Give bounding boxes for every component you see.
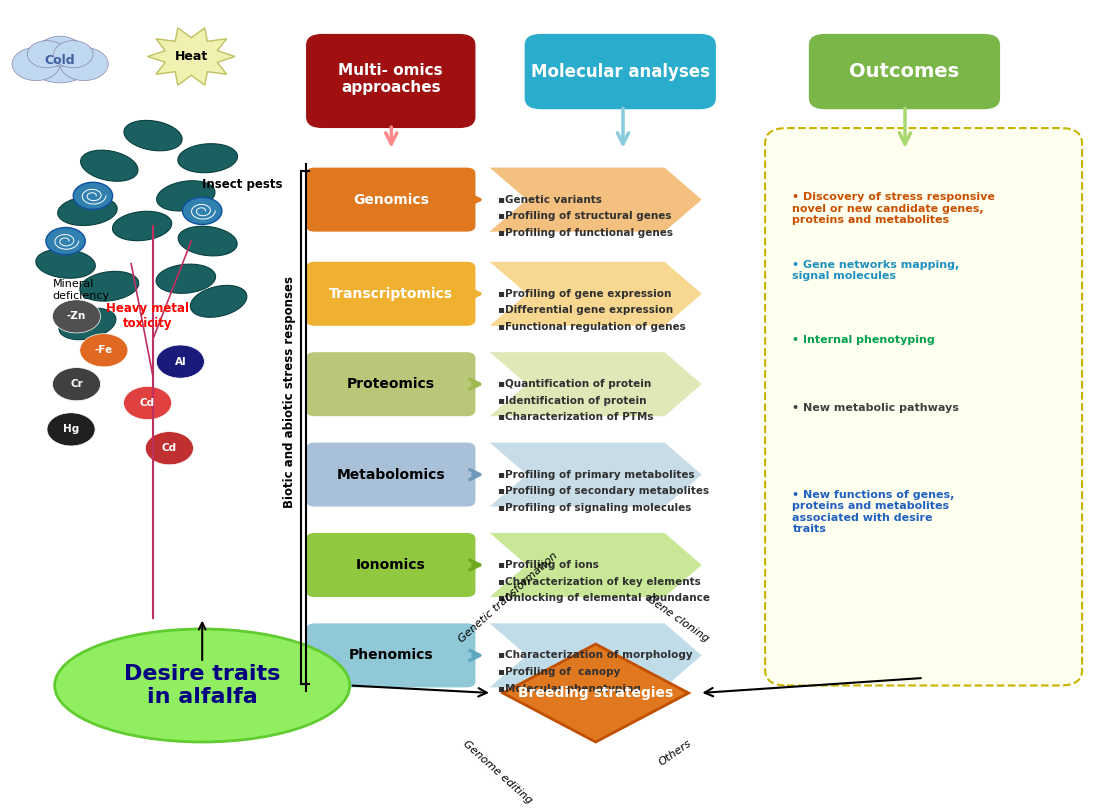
Polygon shape <box>148 27 235 85</box>
Circle shape <box>27 38 93 83</box>
Text: ▪Profiling of gene expression: ▪Profiling of gene expression <box>498 288 672 299</box>
Text: • Internal phenotyping: • Internal phenotyping <box>792 335 936 345</box>
Text: Desire traits
in alfalfa: Desire traits in alfalfa <box>124 664 281 707</box>
Ellipse shape <box>59 196 116 226</box>
Text: ▪Identification of protein: ▪Identification of protein <box>498 396 647 406</box>
Text: • Discovery of stress responsive
novel or new candidate genes,
proteins and meta: • Discovery of stress responsive novel o… <box>792 192 996 225</box>
Circle shape <box>12 48 60 81</box>
Text: ▪Molecular phenotyping: ▪Molecular phenotyping <box>498 684 642 693</box>
Circle shape <box>73 183 113 209</box>
Polygon shape <box>490 623 702 688</box>
Polygon shape <box>503 644 689 742</box>
Text: • New metabolic pathways: • New metabolic pathways <box>792 403 960 413</box>
Text: ▪Profiling of primary metabolites: ▪Profiling of primary metabolites <box>498 469 695 480</box>
Ellipse shape <box>178 226 237 255</box>
Text: ▪Functional regulation of genes: ▪Functional regulation of genes <box>498 322 686 332</box>
Ellipse shape <box>178 144 237 173</box>
FancyBboxPatch shape <box>306 352 475 416</box>
Text: Transcriptomics: Transcriptomics <box>329 287 453 301</box>
Ellipse shape <box>113 212 172 240</box>
Circle shape <box>38 36 82 66</box>
Text: Genomics: Genomics <box>353 192 428 207</box>
Text: ▪Unlocking of elemental abundance: ▪Unlocking of elemental abundance <box>498 593 710 603</box>
Text: -Zn: -Zn <box>67 311 86 322</box>
Circle shape <box>47 413 95 446</box>
Polygon shape <box>490 443 702 507</box>
Text: ▪Quantification of protein: ▪Quantification of protein <box>498 379 651 389</box>
Text: Hg: Hg <box>63 424 79 435</box>
Text: ▪Characterization of morphology: ▪Characterization of morphology <box>498 650 693 660</box>
Text: ▪Profiling of ions: ▪Profiling of ions <box>498 560 599 570</box>
Ellipse shape <box>156 181 215 211</box>
FancyBboxPatch shape <box>765 128 1082 685</box>
Ellipse shape <box>58 309 117 339</box>
Polygon shape <box>490 167 702 232</box>
Text: ▪Profiling of  canopy: ▪Profiling of canopy <box>498 667 621 677</box>
Text: ▪Profiling of functional genes: ▪Profiling of functional genes <box>498 228 673 238</box>
Circle shape <box>183 197 222 225</box>
Text: Multi- omics
approaches: Multi- omics approaches <box>339 63 443 95</box>
Text: ▪Profiling of signaling molecules: ▪Profiling of signaling molecules <box>498 503 692 513</box>
FancyBboxPatch shape <box>525 34 716 109</box>
FancyBboxPatch shape <box>306 443 475 507</box>
Polygon shape <box>490 262 702 326</box>
Text: Genome editing: Genome editing <box>461 739 533 806</box>
Ellipse shape <box>189 286 248 317</box>
Text: Others: Others <box>657 739 694 768</box>
Ellipse shape <box>156 264 215 293</box>
Text: Phenomics: Phenomics <box>349 648 433 663</box>
Text: Heat: Heat <box>175 50 208 63</box>
Text: Cd: Cd <box>140 398 155 408</box>
Text: Heavy metal
toxicity: Heavy metal toxicity <box>106 302 189 330</box>
Text: Metabolomics: Metabolomics <box>337 468 445 482</box>
Circle shape <box>54 40 93 68</box>
Circle shape <box>60 48 108 81</box>
Text: Outcomes: Outcomes <box>849 62 960 81</box>
Circle shape <box>27 40 67 68</box>
Text: Biotic and abiotic stress responses: Biotic and abiotic stress responses <box>283 276 296 507</box>
Circle shape <box>124 386 172 419</box>
Text: ▪Profiling of secondary metabolites: ▪Profiling of secondary metabolites <box>498 486 709 496</box>
FancyBboxPatch shape <box>306 623 475 688</box>
Circle shape <box>46 228 85 255</box>
FancyBboxPatch shape <box>306 34 475 128</box>
Text: ▪Differential gene expression: ▪Differential gene expression <box>498 305 673 315</box>
Circle shape <box>80 334 128 367</box>
FancyBboxPatch shape <box>306 262 475 326</box>
Polygon shape <box>490 533 702 597</box>
Text: • Gene networks mapping,
signal molecules: • Gene networks mapping, signal molecule… <box>792 260 960 281</box>
Polygon shape <box>490 352 702 416</box>
Circle shape <box>52 368 101 401</box>
Ellipse shape <box>55 629 350 742</box>
FancyBboxPatch shape <box>306 167 475 232</box>
Text: Proteomics: Proteomics <box>346 377 435 391</box>
FancyBboxPatch shape <box>306 533 475 597</box>
Circle shape <box>52 300 101 333</box>
FancyBboxPatch shape <box>809 34 1000 109</box>
Circle shape <box>145 431 193 465</box>
Text: • New functions of genes,
proteins and metabolites
associated with desire
traits: • New functions of genes, proteins and m… <box>792 490 955 534</box>
Text: Cd: Cd <box>162 444 177 453</box>
Text: Ionomics: Ionomics <box>356 558 425 572</box>
Ellipse shape <box>124 121 183 150</box>
Text: ▪Characterization of key elements: ▪Characterization of key elements <box>498 577 701 587</box>
Ellipse shape <box>81 271 138 301</box>
Text: Genetic transformation: Genetic transformation <box>457 550 560 644</box>
Text: ▪Genetic variants: ▪Genetic variants <box>498 195 602 204</box>
Ellipse shape <box>37 248 94 280</box>
Circle shape <box>156 345 204 378</box>
Text: ▪Characterization of PTMs: ▪Characterization of PTMs <box>498 412 654 423</box>
Text: Mineral
deficiency: Mineral deficiency <box>52 280 109 301</box>
Text: -Fe: -Fe <box>95 345 113 356</box>
Text: Al: Al <box>175 356 186 367</box>
Ellipse shape <box>80 151 139 180</box>
Text: Gene cloning: Gene cloning <box>645 594 710 644</box>
Text: ▪Profiling of structural genes: ▪Profiling of structural genes <box>498 211 672 221</box>
Text: Cold: Cold <box>45 54 75 67</box>
Text: Breeding strategies: Breeding strategies <box>518 686 673 700</box>
Text: Cr: Cr <box>70 379 83 389</box>
Text: Molecular analyses: Molecular analyses <box>531 62 709 81</box>
Text: Insect pests: Insect pests <box>202 178 283 191</box>
